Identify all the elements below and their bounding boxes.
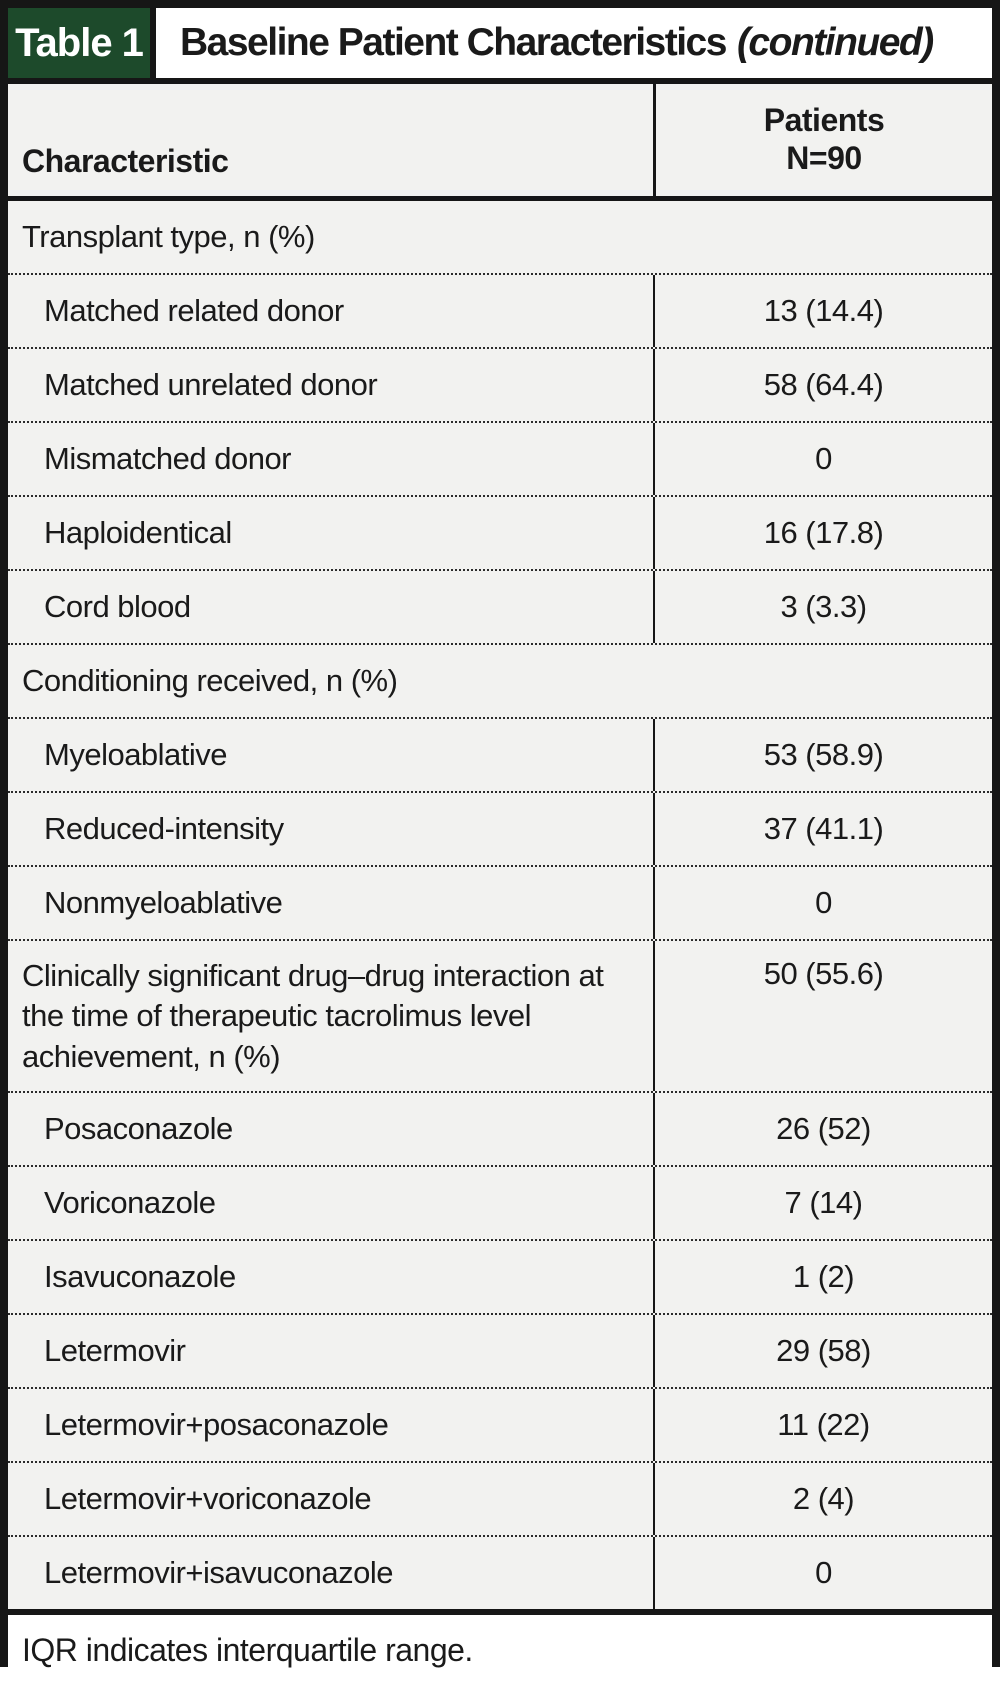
row-value: 2 (4) [653, 1463, 992, 1535]
col-header-patients: Patients N=90 [653, 84, 992, 196]
row-label: Mismatched donor [44, 440, 292, 476]
table-row: Letermovir 29 (58) [8, 1313, 992, 1387]
table-row: Letermovir+voriconazole 2 (4) [8, 1461, 992, 1535]
row-value: 13 (14.4) [653, 275, 992, 347]
table-row: Matched related donor 13 (14.4) [8, 273, 992, 347]
col-header-patients-line1: Patients [763, 102, 885, 139]
row-label: Haploidentical [44, 514, 232, 550]
row-label: Isavuconazole [44, 1258, 236, 1294]
table-title-text: Baseline Patient Characteristics [180, 21, 727, 64]
table-row: Isavuconazole 1 (2) [8, 1239, 992, 1313]
table-title-continued: (continued) [736, 21, 934, 64]
row-label: Letermovir+voriconazole [44, 1480, 372, 1516]
row-value: 1 (2) [653, 1241, 992, 1313]
row-label: Transplant type, n (%) [22, 218, 315, 254]
table-row: Posaconazole 26 (52) [8, 1091, 992, 1165]
table-row: Letermovir+posaconazole 11 (22) [8, 1387, 992, 1461]
table-title: Baseline Patient Characteristics (contin… [156, 8, 992, 78]
row-label: Matched unrelated donor [44, 366, 378, 402]
col-header-patients-line2: N=90 [786, 140, 862, 176]
table-row: Mismatched donor 0 [8, 421, 992, 495]
row-value: 53 (58.9) [653, 719, 992, 791]
row-label: Letermovir+isavuconazole [44, 1554, 394, 1590]
row-value: 26 (52) [653, 1093, 992, 1165]
table-row: Conditioning received, n (%) [8, 643, 992, 717]
table-title-band: Table 1 Baseline Patient Characteristics… [8, 8, 992, 84]
table-row: Clinically significant drug–drug interac… [8, 939, 992, 1091]
row-value: 11 (22) [653, 1389, 992, 1461]
row-label: Cord blood [44, 588, 191, 624]
row-value: 50 (55.6) [653, 941, 992, 1091]
row-value: 29 (58) [653, 1315, 992, 1387]
table-row: Letermovir+isavuconazole 0 [8, 1535, 992, 1609]
row-label: Myeloablative [44, 736, 228, 772]
row-label: Matched related donor [44, 292, 344, 328]
table-tag: Table 1 [8, 8, 156, 78]
footnote-text: IQR indicates interquartile range. [22, 1631, 473, 1668]
table-row: Reduced-intensity 37 (41.1) [8, 791, 992, 865]
table-row: Nonmyeloablative 0 [8, 865, 992, 939]
table-row: Matched unrelated donor 58 (64.4) [8, 347, 992, 421]
row-value: 0 [653, 867, 992, 939]
row-label: Letermovir+posaconazole [44, 1406, 389, 1442]
table-body: Transplant type, n (%) Matched related do… [8, 201, 992, 1609]
row-value: 16 (17.8) [653, 497, 992, 569]
row-label: Letermovir [44, 1332, 186, 1368]
row-value: 58 (64.4) [653, 349, 992, 421]
row-label: Voriconazole [44, 1184, 216, 1220]
row-value: 0 [653, 423, 992, 495]
column-header-row: Characteristic Patients N=90 [8, 84, 992, 201]
row-value: 0 [653, 1537, 992, 1609]
row-label: Clinically significant drug–drug interac… [22, 958, 604, 1074]
table-row: Transplant type, n (%) [8, 201, 992, 273]
row-value: 3 (3.3) [653, 571, 992, 643]
row-label: Conditioning received, n (%) [22, 662, 398, 698]
col-header-characteristic: Characteristic [22, 143, 229, 179]
row-label: Reduced-intensity [44, 810, 284, 846]
row-value: 7 (14) [653, 1167, 992, 1239]
row-label: Posaconazole [44, 1110, 233, 1146]
row-label: Nonmyeloablative [44, 884, 283, 920]
table-row: Cord blood 3 (3.3) [8, 569, 992, 643]
table-footnote: IQR indicates interquartile range. [8, 1609, 992, 1685]
table-row: Myeloablative 53 (58.9) [8, 717, 992, 791]
row-value: 37 (41.1) [653, 793, 992, 865]
table-row: Haploidentical 16 (17.8) [8, 495, 992, 569]
table-row: Voriconazole 7 (14) [8, 1165, 992, 1239]
